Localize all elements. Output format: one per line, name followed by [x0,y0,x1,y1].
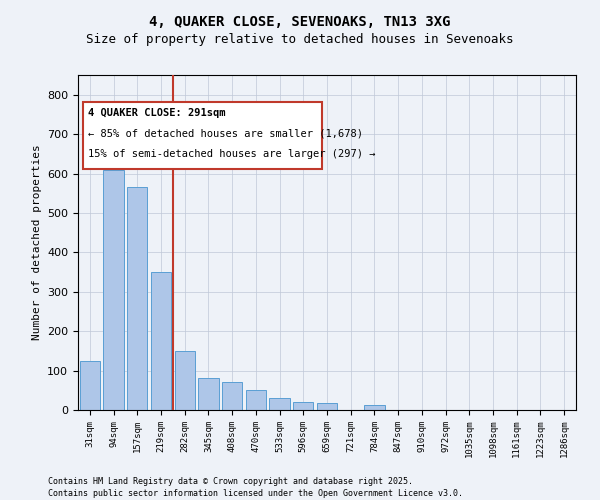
Bar [175,351,195,410]
Text: 4, QUAKER CLOSE, SEVENOAKS, TN13 3XG: 4, QUAKER CLOSE, SEVENOAKS, TN13 3XG [149,15,451,29]
Bar [199,378,218,410]
Bar [293,402,313,410]
Bar [103,170,124,410]
Bar [127,188,148,410]
Bar [317,403,337,410]
Text: 4 QUAKER CLOSE: 291sqm: 4 QUAKER CLOSE: 291sqm [88,108,226,118]
Bar [222,382,242,410]
Text: Size of property relative to detached houses in Sevenoaks: Size of property relative to detached ho… [86,32,514,46]
Y-axis label: Number of detached properties: Number of detached properties [32,144,41,340]
Bar [269,398,290,410]
Text: Contains HM Land Registry data © Crown copyright and database right 2025.: Contains HM Land Registry data © Crown c… [48,478,413,486]
Text: Contains public sector information licensed under the Open Government Licence v3: Contains public sector information licen… [48,489,463,498]
FancyBboxPatch shape [83,102,322,169]
Text: 15% of semi-detached houses are larger (297) →: 15% of semi-detached houses are larger (… [88,148,376,158]
Bar [80,360,100,410]
Bar [364,406,385,410]
Bar [151,272,171,410]
Bar [246,390,266,410]
Text: ← 85% of detached houses are smaller (1,678): ← 85% of detached houses are smaller (1,… [88,128,363,138]
